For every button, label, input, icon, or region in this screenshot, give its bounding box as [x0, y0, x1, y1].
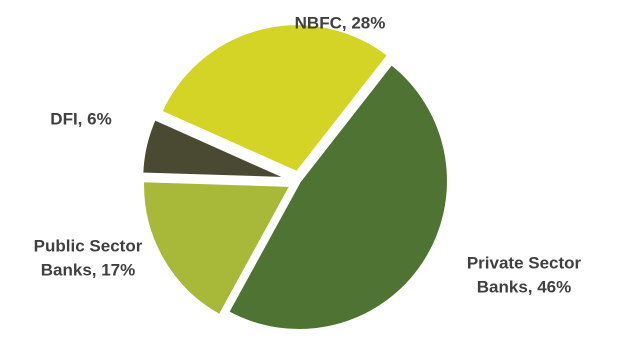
pie-slice-dfi	[139, 116, 294, 182]
pie-label-nbfc: NBFC, 28%	[295, 13, 386, 32]
pie-label-line: Banks, 46%	[477, 277, 572, 296]
pie-slice-private-sector-banks	[224, 60, 451, 333]
pie-slices	[139, 21, 451, 333]
pie-label-line: NBFC, 28%	[295, 13, 386, 32]
pie-label-private-sector-banks: Private Sector Banks, 46%	[467, 253, 582, 296]
pie-label-public-sector-banks: Public Sector Banks, 17%	[34, 236, 143, 279]
pie-slice-nbfc	[158, 21, 392, 176]
pie-label-line: DFI, 6%	[50, 109, 111, 128]
pie-label-line: Banks, 17%	[41, 260, 136, 279]
pie-label-dfi: DFI, 6%	[50, 109, 111, 128]
pie-label-line: Public Sector	[34, 236, 143, 255]
pie-slice-public-sector-banks	[140, 178, 295, 319]
pie-labels: Private Sector Banks, 46% Public Sector Ban…	[34, 13, 582, 296]
pie-label-line: Private Sector	[467, 253, 582, 272]
